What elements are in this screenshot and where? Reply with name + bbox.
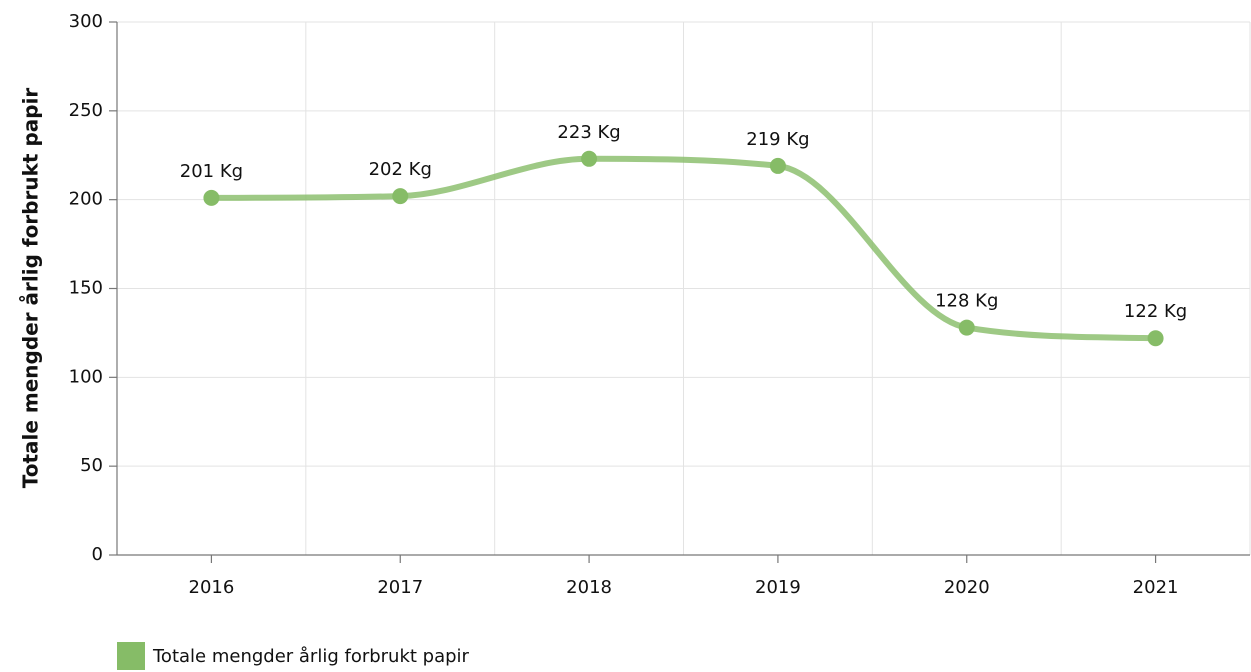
data-label: 201 Kg [180,161,243,182]
data-label: 122 Kg [1124,301,1187,322]
y-tick-label: 100 [69,366,103,387]
x-tick-label: 2018 [566,577,612,598]
point [769,157,786,174]
y-tick-label: 0 [92,544,103,565]
y-tick-label: 150 [69,278,103,299]
point [392,188,409,205]
point [958,319,975,336]
point [581,150,598,167]
y-tick-label: 200 [69,189,103,210]
x-tick-label: 2016 [189,577,235,598]
y-tick-label: 300 [69,11,103,32]
x-tick-label: 2020 [944,577,990,598]
point [1147,330,1164,347]
x-tick-label: 2019 [755,577,801,598]
x-tick-label: 2017 [377,577,423,598]
y-tick-label: 250 [69,100,103,121]
x-tick-label: 2021 [1133,577,1179,598]
y-tick-label: 50 [80,455,103,476]
data-label: 128 Kg [935,291,998,312]
legend-label: Totale mengder årlig forbrukt papir [152,646,470,667]
point [203,189,220,206]
data-label: 202 Kg [369,159,432,180]
data-label: 223 Kg [557,122,620,143]
y-axis-label: Totale mengder årlig forbrukt papir [19,88,43,489]
data-label: 219 Kg [746,129,809,150]
legend-swatch [117,642,145,670]
line [208,155,1159,342]
